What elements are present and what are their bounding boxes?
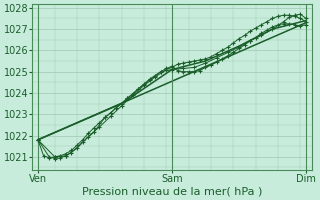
X-axis label: Pression niveau de la mer( hPa ): Pression niveau de la mer( hPa ) [82, 187, 262, 197]
